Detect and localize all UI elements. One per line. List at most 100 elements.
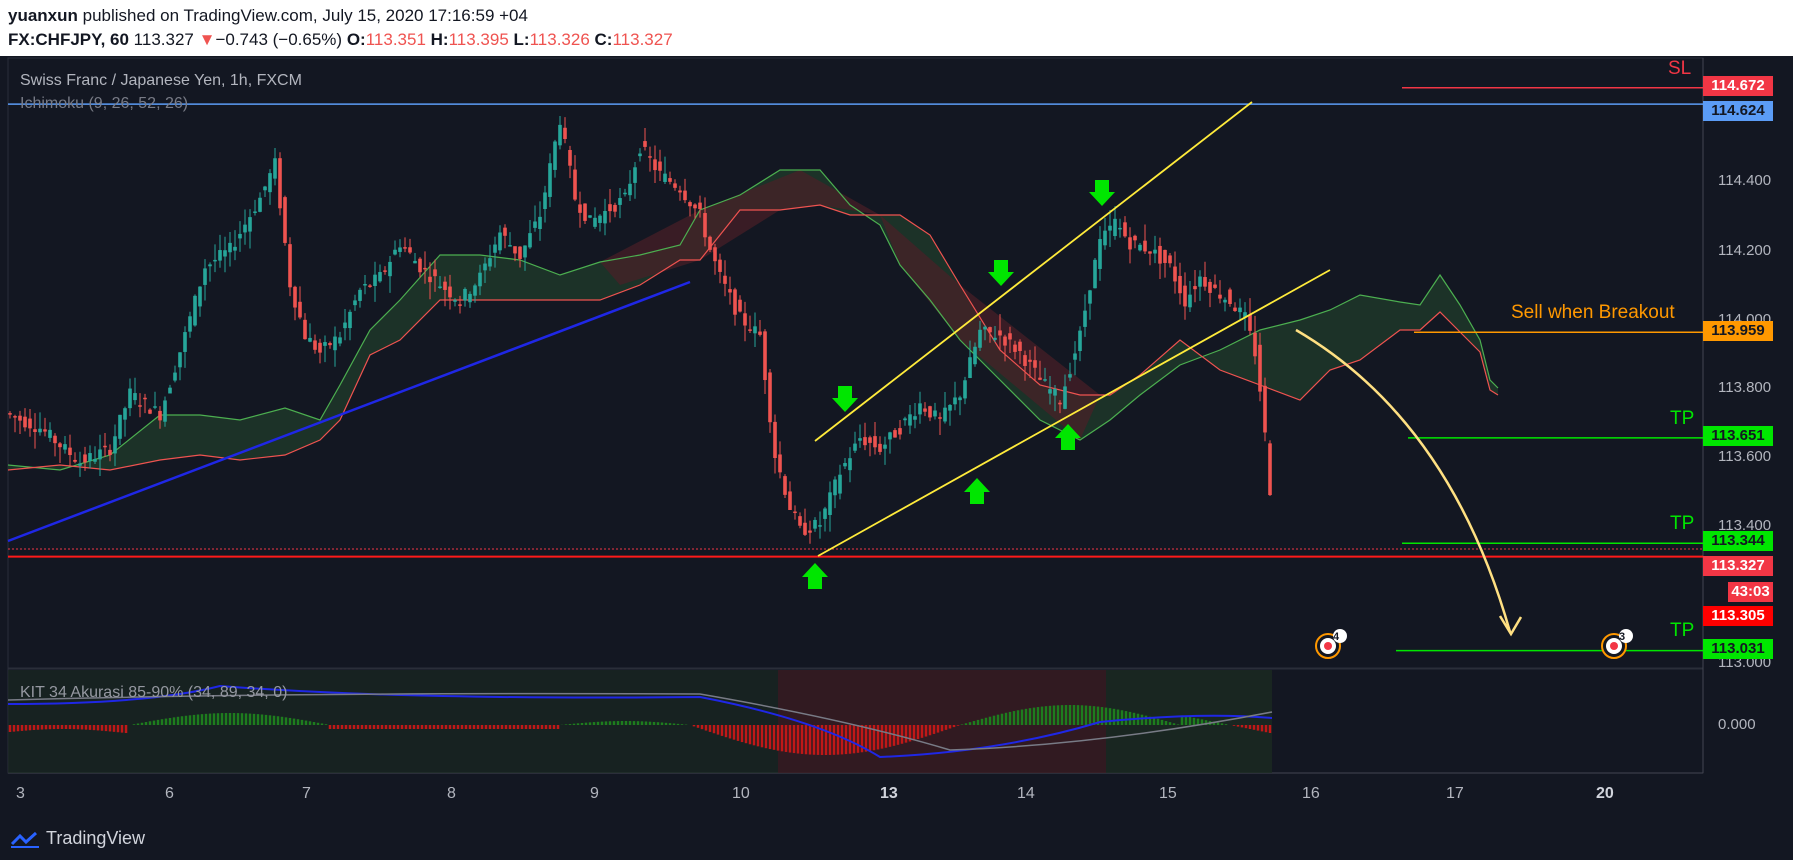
candle-body xyxy=(848,458,852,471)
candle-body xyxy=(823,508,827,519)
candle-body xyxy=(608,204,612,212)
candle-body xyxy=(1238,307,1242,313)
candle-body xyxy=(833,479,837,496)
candle-body xyxy=(698,202,702,210)
y-tick: 113.600 xyxy=(1718,448,1772,465)
candle-body xyxy=(1083,310,1087,327)
down-arrow-icon xyxy=(1089,180,1115,206)
candle-body xyxy=(753,326,757,334)
candle-body xyxy=(1018,341,1022,352)
candle-body xyxy=(558,124,562,146)
event-badge[interactable]: 3 xyxy=(1601,629,1633,659)
candle-body xyxy=(278,158,282,209)
candle-body xyxy=(778,454,782,473)
candle-body xyxy=(208,264,212,267)
candle-body xyxy=(118,414,122,439)
candle-body xyxy=(1183,285,1187,307)
candle-body xyxy=(1013,344,1017,352)
candle-body xyxy=(498,232,502,251)
candle-body xyxy=(383,270,387,272)
candle-body xyxy=(133,393,137,401)
candle-body xyxy=(428,276,432,283)
candle-body xyxy=(333,336,337,351)
candle-body xyxy=(583,203,587,221)
candle-body xyxy=(63,444,67,450)
candle-body xyxy=(1058,402,1062,405)
candle-body xyxy=(728,289,732,293)
candle-body xyxy=(168,387,172,394)
candle-body xyxy=(433,269,437,277)
open-value: 113.351 xyxy=(365,30,426,49)
event-badge[interactable]: 4 xyxy=(1315,629,1347,659)
candle-body xyxy=(653,159,657,171)
candle-body xyxy=(1133,235,1137,241)
candle-body xyxy=(1023,355,1027,366)
senkou-span-b xyxy=(7,204,1499,471)
candle-body xyxy=(1043,379,1047,381)
candle-body xyxy=(1153,249,1157,254)
candle-body xyxy=(28,418,32,429)
candle-body xyxy=(68,447,72,456)
tradingview-logo[interactable]: TradingView xyxy=(10,828,145,849)
projection-arrowhead xyxy=(1498,615,1523,637)
candle-body xyxy=(858,438,862,441)
main-pane xyxy=(7,57,1704,669)
down-arrow-icon: ▼ xyxy=(198,30,216,49)
candle-body xyxy=(628,183,632,196)
time-tick: 10 xyxy=(732,785,750,802)
candle-body xyxy=(613,204,617,212)
candle-body xyxy=(393,249,397,255)
candle-body xyxy=(708,236,712,250)
candle-body xyxy=(478,272,482,287)
candle-body xyxy=(683,190,687,201)
candle-body xyxy=(723,275,727,284)
sell-breakout-label: Sell when Breakout xyxy=(1511,302,1675,323)
candle-body xyxy=(183,332,187,352)
candle-body xyxy=(398,247,402,252)
candle-body xyxy=(1138,244,1142,251)
price-tag-sell: 113.959 xyxy=(1703,321,1773,341)
time-tick: 9 xyxy=(590,785,599,802)
candle-body xyxy=(193,295,197,326)
candle-body xyxy=(518,246,522,259)
candle-body xyxy=(513,246,517,254)
candle-body xyxy=(298,301,302,318)
oscillator-legend[interactable]: KIT 34 Akurasi 85-90% (34, 89, 34, 0) xyxy=(20,684,288,701)
candle-body xyxy=(458,304,462,306)
candle-body xyxy=(448,286,452,298)
candle-body xyxy=(238,233,242,239)
candle-body xyxy=(83,454,87,463)
candle-body xyxy=(573,169,577,200)
candle-body xyxy=(418,258,422,273)
candle-body xyxy=(928,406,932,418)
price-chart[interactable] xyxy=(0,56,1793,818)
candle-body xyxy=(1103,230,1107,246)
candle-body xyxy=(638,153,642,157)
candle-body xyxy=(123,408,127,420)
candle-body xyxy=(923,408,927,412)
candle-body xyxy=(828,492,832,515)
senkou-span-a xyxy=(7,169,1499,471)
candle-body xyxy=(658,161,662,171)
candle-body xyxy=(218,250,222,261)
high-label: H: xyxy=(430,30,449,49)
candle-body xyxy=(623,192,627,195)
candle-body xyxy=(938,417,942,419)
last-price: 113.327 xyxy=(133,30,194,49)
candle-body xyxy=(113,436,117,454)
candle-body xyxy=(1078,330,1082,352)
candle-body xyxy=(128,388,132,409)
candle-body xyxy=(1028,359,1032,362)
candle-body xyxy=(673,183,677,188)
candle-body xyxy=(473,285,477,296)
down-arrow-icon xyxy=(988,260,1014,286)
candle-body xyxy=(1163,249,1167,263)
candle-body xyxy=(253,211,257,213)
candle-body xyxy=(228,242,232,253)
author-name[interactable]: yuanxun xyxy=(8,6,78,25)
candle-body xyxy=(898,428,902,435)
footer: TradingView xyxy=(0,818,1793,860)
ichimoku-legend[interactable]: Ichimoku (9, 26, 52, 26) xyxy=(20,95,189,112)
y-tick: 113.400 xyxy=(1718,517,1772,534)
candle-body xyxy=(173,372,177,381)
